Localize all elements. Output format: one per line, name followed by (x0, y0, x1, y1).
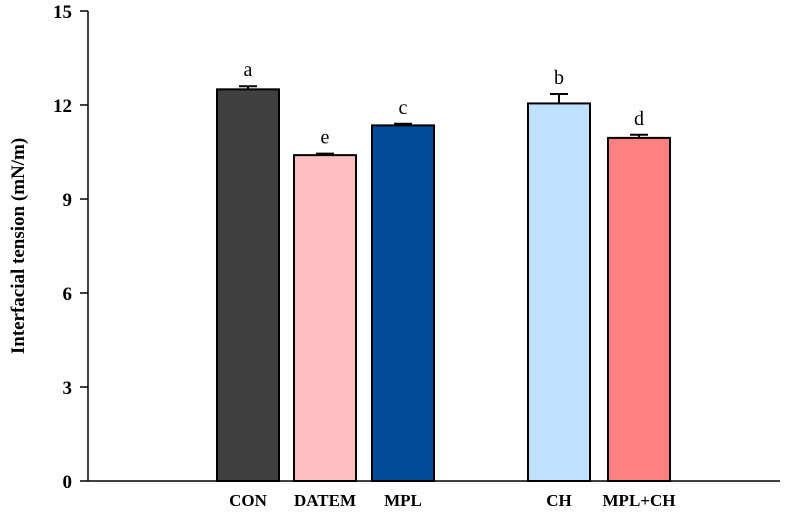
plot-area: a CON e DATEM c MPL b CH d MPL+CH 0 3 6 9 12 15 (53, 2, 780, 510)
significance-letter: a (244, 59, 253, 81)
y-tick-label: 3 (63, 378, 73, 399)
bar-mpl (371, 124, 435, 482)
bar-ch (527, 102, 591, 483)
significance-letter: d (634, 108, 644, 130)
significance-letter: c (399, 97, 408, 119)
x-tick-label: CH (546, 491, 572, 510)
y-tick-label: 0 (63, 472, 73, 493)
x-tick-label: MPL+CH (603, 491, 676, 510)
bar-mpl-ch (607, 136, 671, 482)
x-tick-label: DATEM (294, 491, 356, 510)
bar-con (216, 88, 280, 482)
bar-datem (293, 154, 357, 482)
x-tick-label: MPL (384, 491, 422, 510)
y-axis-title: Interfacial tension (mN/m) (8, 138, 29, 354)
significance-letter: b (554, 67, 564, 89)
y-tick-label: 12 (53, 96, 72, 117)
significance-letter: e (321, 127, 330, 149)
y-tick-label: 6 (63, 284, 73, 305)
y-tick-label: 15 (53, 2, 72, 23)
x-tick-label: CON (229, 491, 268, 510)
y-tick-label: 9 (63, 190, 73, 211)
